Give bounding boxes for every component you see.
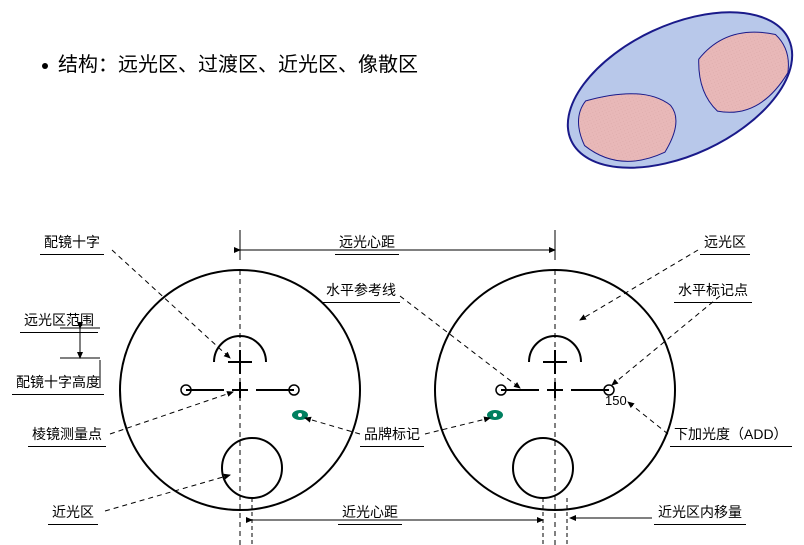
left-lens bbox=[120, 270, 360, 545]
diagram-svg bbox=[0, 0, 804, 545]
right-lens bbox=[435, 270, 675, 545]
lens-3d-icon bbox=[544, 0, 804, 200]
